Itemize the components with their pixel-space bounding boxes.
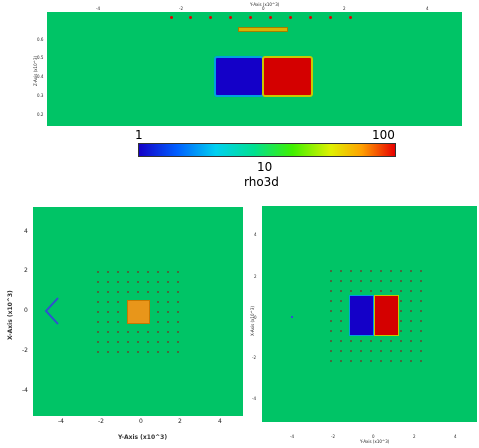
bl-x-tick-5: 4 bbox=[218, 418, 222, 425]
colorbar-title: rho3d bbox=[244, 175, 279, 189]
br-x-tick-2: -2 bbox=[331, 434, 335, 439]
br-small-marker bbox=[291, 316, 293, 318]
bl-orange-block bbox=[127, 300, 150, 324]
br-blue-block bbox=[349, 295, 374, 336]
bl-y-tick-3: 0 bbox=[24, 307, 28, 314]
br-x-tick-3: 0 bbox=[372, 434, 375, 439]
top-x-tick-3: 0 bbox=[262, 6, 265, 11]
bl-y-tick-5: -4 bbox=[22, 387, 28, 394]
bl-x-tick-4: 2 bbox=[178, 418, 182, 425]
top-y-tick-3: 0.4 bbox=[37, 74, 44, 79]
top-y-tick-1: 0.6 bbox=[37, 37, 44, 42]
blue-block bbox=[214, 56, 264, 97]
bl-y-tick-4: -2 bbox=[22, 347, 28, 354]
bl-y-axis-title: X-Axis (x10^3) bbox=[7, 290, 14, 340]
bottom-right-panel[interactable]: 4 2 0 -2 -4 X-Axis (x10^3) -4 -2 0 2 4 Y… bbox=[250, 200, 479, 448]
top-x-tick-4: 2 bbox=[343, 6, 346, 11]
top-x-tick-2: -2 bbox=[179, 6, 183, 11]
bl-y-tick-1: 4 bbox=[24, 228, 28, 235]
surface-marker bbox=[189, 16, 192, 19]
top-panel[interactable]: Y-Axis (x10^3) -4 -2 0 2 4 Z-Axis (x10^3… bbox=[32, 0, 479, 128]
bl-x-tick-2: -2 bbox=[98, 418, 104, 425]
br-x-axis-title: Y-Axis (x10^3) bbox=[360, 439, 390, 444]
colorbar-gradient bbox=[138, 143, 396, 157]
colorbar: 1 100 10 rho3d bbox=[130, 126, 400, 192]
top-y-tick-4: 0.3 bbox=[37, 93, 44, 98]
br-y-tick-3: 0 bbox=[254, 315, 257, 320]
br-y-tick-2: 2 bbox=[254, 274, 257, 279]
br-red-block bbox=[374, 295, 399, 336]
surface-marker bbox=[249, 16, 252, 19]
top-y-tick-5: 0.2 bbox=[37, 112, 44, 117]
surface-marker bbox=[329, 16, 332, 19]
br-y-axis-title: X-Axis (x10^3) bbox=[250, 306, 255, 336]
br-x-tick-4: 2 bbox=[413, 434, 416, 439]
br-y-tick-1: 4 bbox=[254, 232, 257, 237]
bl-x-axis-title: Y-Axis (x10^3) bbox=[118, 434, 168, 441]
top-x-tick-5: 4 bbox=[426, 6, 429, 11]
colorbar-max-label: 100 bbox=[372, 128, 395, 142]
chevron-icon bbox=[44, 297, 59, 325]
bottom-left-panel[interactable]: 4 2 0 -2 -4 X-Axis (x10^3) -4 -2 0 2 4 Y… bbox=[0, 200, 245, 448]
bl-x-tick-1: -4 bbox=[58, 418, 64, 425]
surface-marker bbox=[229, 16, 232, 19]
red-block bbox=[262, 56, 313, 97]
colorbar-mid-label: 10 bbox=[257, 160, 273, 174]
surface-marker bbox=[170, 16, 173, 19]
br-y-tick-5: -4 bbox=[252, 396, 256, 401]
br-x-tick-1: -4 bbox=[290, 434, 294, 439]
surface-marker bbox=[309, 16, 312, 19]
top-y-tick-2: 0.5 bbox=[37, 55, 44, 60]
top-x-axis-title: Y-Axis (x10^3) bbox=[250, 2, 280, 7]
br-y-tick-4: -2 bbox=[252, 355, 256, 360]
top-y-axis-title: Z-Axis (x10^3) bbox=[33, 55, 38, 86]
surface-marker bbox=[289, 16, 292, 19]
bl-x-tick-3: 0 bbox=[139, 418, 143, 425]
surface-marker bbox=[269, 16, 272, 19]
thin-slab bbox=[238, 27, 288, 32]
br-x-tick-5: 4 bbox=[454, 434, 457, 439]
colorbar-min-label: 1 bbox=[135, 128, 143, 142]
top-x-tick-1: -4 bbox=[96, 6, 100, 11]
surface-marker bbox=[209, 16, 212, 19]
bl-y-tick-2: 2 bbox=[24, 267, 28, 274]
surface-marker bbox=[349, 16, 352, 19]
